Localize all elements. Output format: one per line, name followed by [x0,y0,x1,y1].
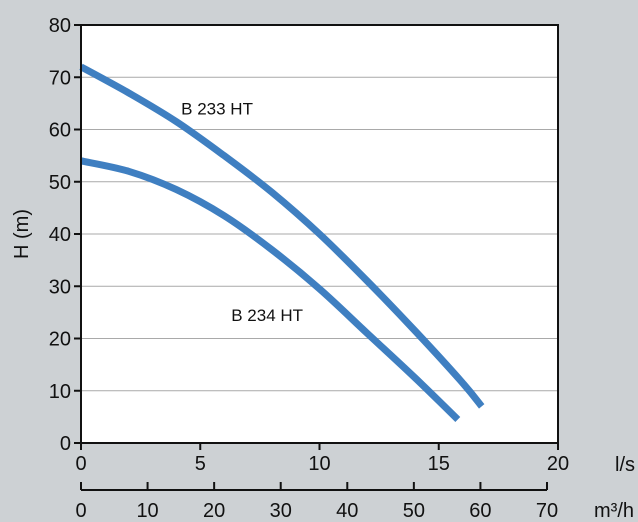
series-label: B 233 HT [181,100,253,119]
series-line [80,157,461,422]
y-tick-label: 0 [60,433,71,455]
x-axis-unit-label: l/s [615,454,635,476]
y-tick-label: 60 [49,120,71,142]
y-axis-title: H (m) [11,209,33,259]
series-line [79,63,485,409]
series-labels: B 233 HT B 234 HT [181,100,303,325]
x2-tick-label: 60 [469,500,491,522]
x-tick-label: 10 [308,453,330,475]
x2-tick-label: 70 [536,500,558,522]
x-tick-label: 20 [547,453,569,475]
y-tick-label: 70 [49,67,71,89]
x-tick-label: 0 [75,453,86,475]
series-curves [79,63,485,422]
x2-tick-label: 30 [270,500,292,522]
x-tick-label: 15 [428,453,450,475]
x2-axis-unit-label: m³/h [594,500,634,522]
y-tick-label: 50 [49,172,71,194]
x2-tick-label: 10 [136,500,158,522]
x2-tick-label: 20 [203,500,225,522]
x-axis-ticks: 0 5 10 15 20 [75,443,569,475]
y-tick-label: 40 [49,224,71,246]
y-axis-ticks: 0 10 20 30 40 50 60 70 80 [49,15,81,455]
x2-tick-label: 50 [403,500,425,522]
secondary-x-axis: 0 10 20 30 40 50 60 70 [75,482,558,522]
y-tick-label: 20 [49,329,71,351]
x-tick-label: 5 [195,453,206,475]
series-label: B 234 HT [231,306,303,325]
x2-tick-label: 40 [336,500,358,522]
x2-tick-label: 0 [75,500,86,522]
y-tick-label: 30 [49,276,71,298]
y-tick-label: 80 [49,15,71,37]
y-tick-label: 10 [49,381,71,403]
